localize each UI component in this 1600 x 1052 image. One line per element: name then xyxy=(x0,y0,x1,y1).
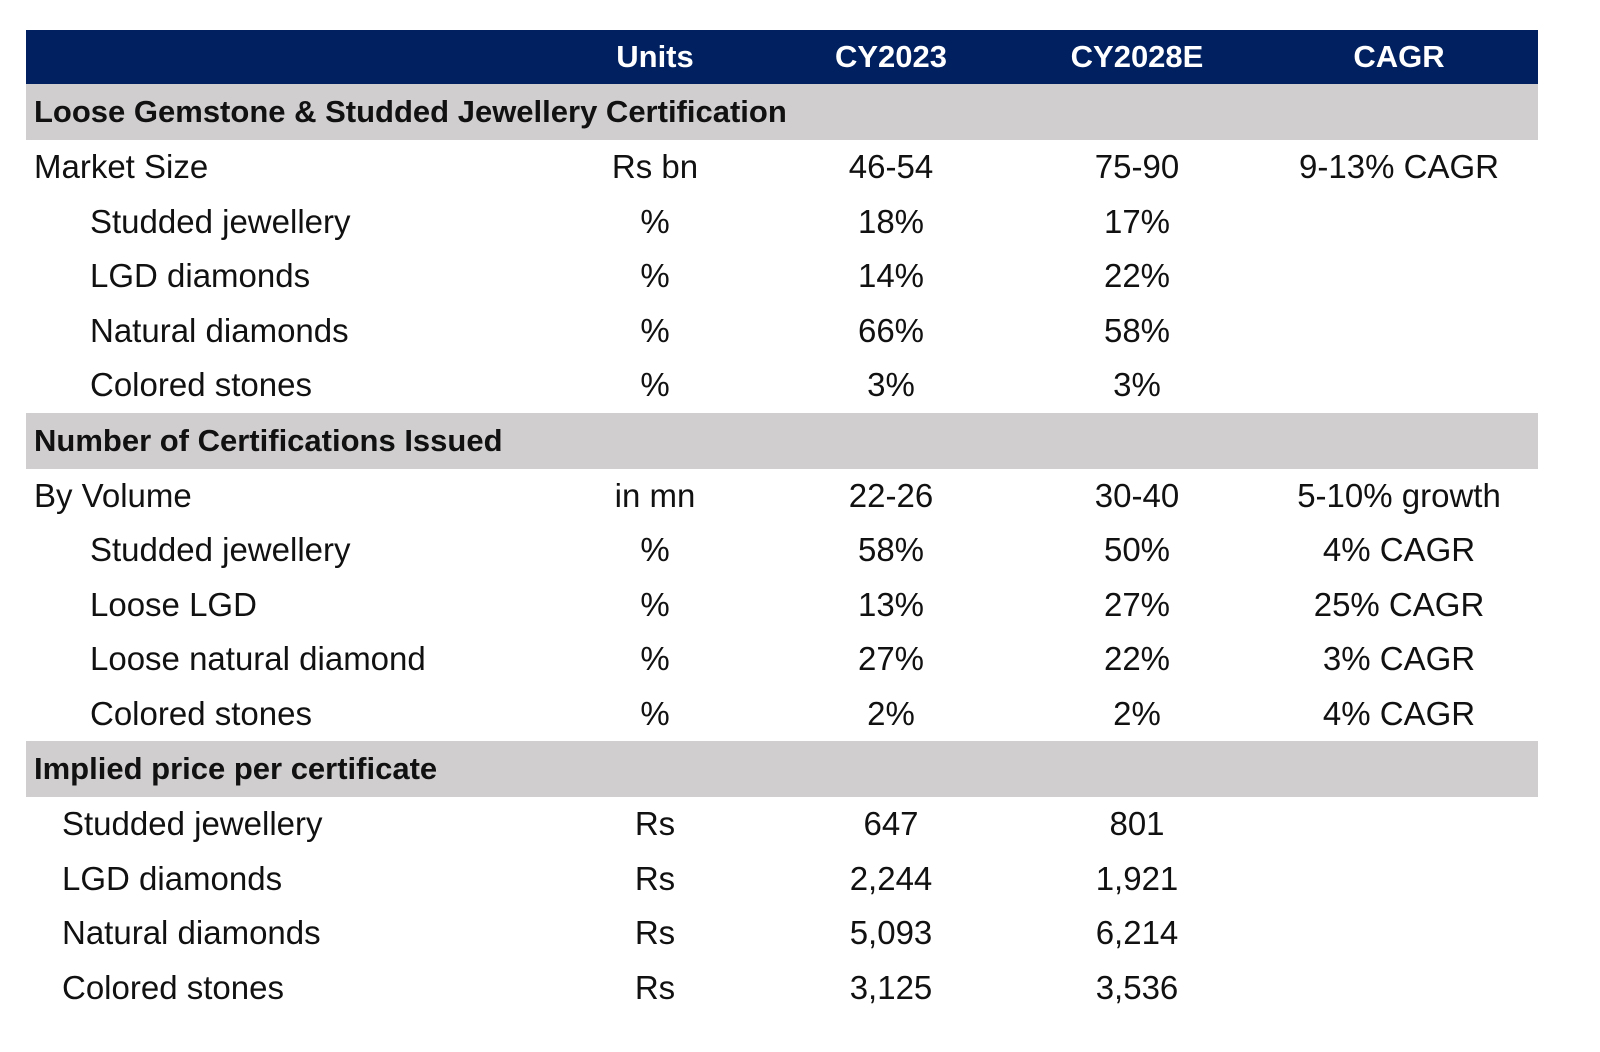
row-label: Market Size xyxy=(34,148,209,186)
row-cy2023: 22-26 xyxy=(848,476,934,514)
row-cy2028e: 22% xyxy=(1103,640,1171,678)
row-cy2028e: 3,536 xyxy=(1095,968,1179,1006)
row-label: By Volume xyxy=(34,476,192,514)
table-row: Colored stones Rs 3,125 3,536 xyxy=(26,961,1538,1016)
row-cy2023: 27% xyxy=(857,640,925,678)
row-cy2028e: 6,214 xyxy=(1095,914,1179,952)
header-cagr: CAGR xyxy=(1353,39,1445,74)
row-cy2023: 13% xyxy=(857,585,925,623)
header-cy2028e: CY2028E xyxy=(1070,39,1204,74)
row-cy2023: 18% xyxy=(857,202,925,240)
row-units: % xyxy=(640,531,670,569)
table-header-row: Units CY2023 CY2028E CAGR xyxy=(26,30,1538,84)
row-cy2028e: 1,921 xyxy=(1095,859,1179,897)
table-row: By Volume in mn 22-26 30-40 5-10% growth xyxy=(26,469,1538,524)
table-row: Market Size Rs bn 46-54 75-90 9-13% CAGR xyxy=(26,140,1538,195)
table-row: LGD diamonds % 14% 22% xyxy=(26,249,1538,304)
row-units: % xyxy=(640,694,670,732)
header-cy2023: CY2023 xyxy=(834,39,948,74)
row-units: Rs bn xyxy=(611,148,699,186)
row-units: % xyxy=(640,311,670,349)
section-title: Number of Certifications Issued xyxy=(34,422,503,458)
row-label: Colored stones xyxy=(90,366,312,404)
row-cy2028e: 75-90 xyxy=(1094,148,1180,186)
row-label: Colored stones xyxy=(62,968,284,1006)
row-cy2023: 3% xyxy=(867,366,915,404)
row-units: in mn xyxy=(614,476,696,514)
row-cy2023: 3,125 xyxy=(849,968,933,1006)
row-label: Colored stones xyxy=(90,694,312,732)
row-cy2023: 2% xyxy=(867,694,915,732)
row-label: Studded jewellery xyxy=(90,531,351,569)
row-cy2028e: 58% xyxy=(1103,311,1171,349)
section-header-row: Implied price per certificate xyxy=(26,741,1538,797)
row-units: % xyxy=(640,257,670,295)
row-label: Loose LGD xyxy=(90,585,257,623)
table-row: LGD diamonds Rs 2,244 1,921 xyxy=(26,852,1538,907)
row-cy2028e: 17% xyxy=(1103,202,1171,240)
table-row: Loose LGD % 13% 27% 25% CAGR xyxy=(26,578,1538,633)
row-cagr: 4% CAGR xyxy=(1322,531,1476,569)
table-row: Colored stones % 2% 2% 4% CAGR xyxy=(26,687,1538,742)
row-cy2028e: 50% xyxy=(1103,531,1171,569)
table-row: Colored stones % 3% 3% xyxy=(26,358,1538,413)
row-label: Natural diamonds xyxy=(62,914,321,952)
row-label: Studded jewellery xyxy=(62,805,323,843)
row-units: % xyxy=(640,640,670,678)
row-cy2028e: 3% xyxy=(1113,366,1161,404)
table-row: Natural diamonds Rs 5,093 6,214 xyxy=(26,906,1538,961)
row-cagr: 4% CAGR xyxy=(1322,694,1476,732)
row-cy2023: 58% xyxy=(857,531,925,569)
row-label: LGD diamonds xyxy=(62,859,283,897)
row-label: Natural diamonds xyxy=(90,311,349,349)
section-header-row: Loose Gemstone & Studded Jewellery Certi… xyxy=(26,84,1538,140)
row-units: % xyxy=(640,202,670,240)
table-row: Natural diamonds % 66% 58% xyxy=(26,304,1538,359)
section-title: Loose Gemstone & Studded Jewellery Certi… xyxy=(34,94,787,129)
row-units: % xyxy=(640,366,670,404)
row-cagr: 5-10% growth xyxy=(1297,476,1501,514)
row-cy2028e: 801 xyxy=(1109,805,1165,843)
table-row: Studded jewellery % 58% 50% 4% CAGR xyxy=(26,523,1538,578)
row-cy2023: 46-54 xyxy=(848,148,934,186)
row-units: Rs xyxy=(634,914,676,952)
row-label: LGD diamonds xyxy=(90,257,311,295)
row-cy2028e: 2% xyxy=(1113,694,1161,732)
row-cagr: 25% CAGR xyxy=(1313,585,1485,623)
row-cy2028e: 22% xyxy=(1103,257,1171,295)
header-units: Units xyxy=(616,39,694,74)
section-header-row: Number of Certifications Issued xyxy=(26,412,1538,469)
row-units: Rs xyxy=(634,968,676,1006)
market-table: Units CY2023 CY2028E CAGR Loose Gemstone… xyxy=(26,30,1538,1015)
row-cy2023: 14% xyxy=(857,257,925,295)
row-label: Loose natural diamond xyxy=(90,640,426,678)
row-units: Rs xyxy=(634,859,676,897)
row-cy2023: 66% xyxy=(857,311,925,349)
row-cy2023: 647 xyxy=(863,805,919,843)
row-units: % xyxy=(640,585,670,623)
table-row: Loose natural diamond % 27% 22% 3% CAGR xyxy=(26,632,1538,687)
row-units: Rs xyxy=(634,805,676,843)
row-cy2023: 5,093 xyxy=(849,914,933,952)
row-label: Studded jewellery xyxy=(90,202,351,240)
table-row: Studded jewellery Rs 647 801 xyxy=(26,797,1538,852)
row-cy2023: 2,244 xyxy=(849,859,933,897)
row-cy2028e: 30-40 xyxy=(1094,476,1180,514)
row-cagr: 9-13% CAGR xyxy=(1299,148,1499,186)
section-title: Implied price per certificate xyxy=(34,751,438,786)
table-row: Studded jewellery % 18% 17% xyxy=(26,195,1538,250)
row-cy2028e: 27% xyxy=(1103,585,1171,623)
row-cagr: 3% CAGR xyxy=(1322,640,1476,678)
